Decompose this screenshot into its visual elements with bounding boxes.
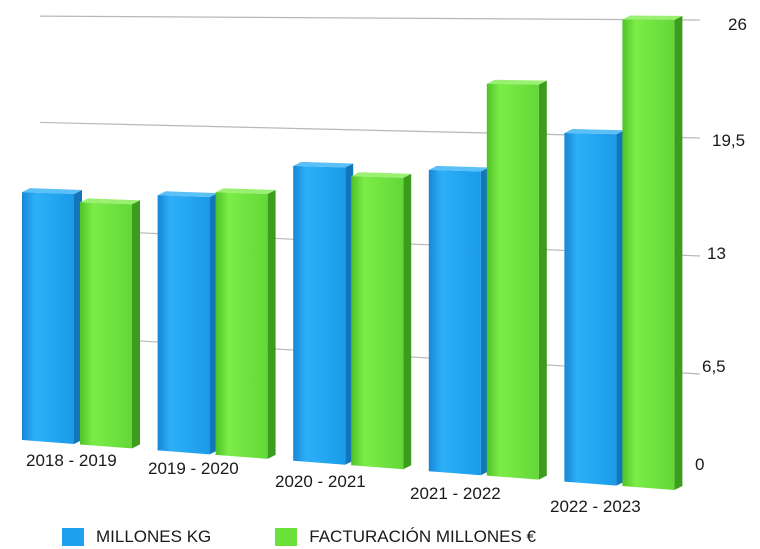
y-tick-label: 19,5 (712, 131, 745, 150)
bar-front (564, 133, 617, 486)
category-labels: 2018 - 2019 2019 - 2020 2020 - 2021 2021 - … (26, 451, 641, 516)
bar-front (622, 19, 675, 491)
bar (80, 198, 140, 449)
bar-top (215, 188, 276, 195)
bar (428, 165, 489, 476)
gridline (39, 15, 701, 21)
bar (157, 191, 218, 455)
bar-side (403, 173, 412, 470)
bar-front (486, 83, 539, 480)
y-tick-label: 13 (707, 244, 726, 263)
y-tick-label: 6,5 (702, 357, 726, 376)
category-label: 2022 - 2023 (550, 497, 641, 516)
bar (486, 79, 547, 480)
bar-side (674, 15, 683, 491)
bar-front (293, 165, 346, 465)
legend-label-facturacion: FACTURACIÓN MILLONES € (309, 527, 536, 546)
legend-item-kg: MILLONES KG (62, 527, 211, 547)
bar (22, 188, 82, 444)
y-tick-label: 0 (695, 455, 704, 474)
bar-top (351, 172, 412, 178)
bar (215, 188, 276, 459)
bar-top (80, 198, 140, 205)
bar-chart: 0 6,5 13 19,5 26 2018 - 2019 2019 - 2020 2020 … (22, 15, 747, 516)
bar-top (564, 129, 625, 135)
y-axis-ticks: 0 6,5 13 19,5 26 (695, 15, 747, 474)
legend-label-kg: MILLONES KG (96, 527, 212, 546)
bar-front (351, 176, 404, 470)
bar-top (293, 161, 354, 168)
bar-front (215, 192, 268, 459)
category-label: 2021 - 2022 (410, 484, 501, 503)
category-label: 2020 - 2021 (275, 472, 366, 491)
bar-front (22, 192, 74, 444)
category-label: 2018 - 2019 (26, 451, 117, 470)
bar (351, 172, 412, 470)
bar-side (132, 200, 140, 449)
bar-top (428, 165, 489, 172)
bar-side (267, 190, 276, 459)
bar (622, 15, 683, 491)
bar-top (486, 79, 547, 85)
bar (293, 161, 354, 465)
bar (564, 129, 625, 486)
bar-top (157, 191, 218, 198)
legend-item-facturacion: FACTURACIÓN MILLONES € (275, 527, 536, 547)
bar-side (538, 80, 547, 480)
bar-front (80, 202, 132, 449)
legend-swatch-green (275, 528, 298, 546)
bars (22, 15, 683, 491)
bar-top (22, 188, 82, 194)
category-label: 2019 - 2020 (148, 459, 239, 478)
legend: MILLONES KG FACTURACIÓN MILLONES € (62, 526, 600, 548)
legend-swatch-blue (62, 528, 84, 546)
bar-front (157, 195, 210, 455)
bar-top (622, 15, 683, 20)
y-tick-label: 26 (728, 15, 747, 34)
bar-front (428, 169, 481, 476)
